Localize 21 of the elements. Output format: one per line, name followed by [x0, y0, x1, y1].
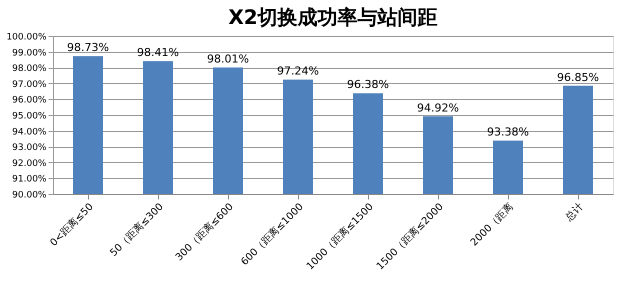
y-tick-label: 95.00%	[12, 112, 47, 122]
y-tick-label: 96.00%	[12, 96, 47, 106]
y-tick-label: 94.00%	[12, 127, 47, 138]
y-tick-label: 100.00%	[6, 32, 47, 42]
y-tick-label: 99.00%	[12, 48, 47, 58]
y-tick-label: 97.00%	[12, 80, 47, 90]
data-label: 98.73%	[67, 41, 109, 54]
y-tick-label: 92.00%	[12, 158, 47, 169]
data-label: 98.41%	[137, 46, 179, 60]
data-label: 94.92%	[417, 101, 459, 114]
y-tick-label: 90.00%	[12, 190, 47, 200]
data-label: 97.24%	[277, 64, 319, 78]
y-tick-label: 93.00%	[12, 143, 47, 154]
data-label: 98.01%	[207, 52, 249, 66]
data-label: 96.38%	[347, 78, 389, 92]
x-tick-label: 总计	[562, 200, 586, 224]
data-label: 96.85%	[557, 70, 599, 84]
data-label: 93.38%	[487, 126, 529, 139]
y-tick-label: 98.00%	[12, 64, 47, 74]
chart-title: X2切换成功率与站间距	[228, 5, 438, 29]
y-tick-label: 91.00%	[12, 174, 47, 185]
